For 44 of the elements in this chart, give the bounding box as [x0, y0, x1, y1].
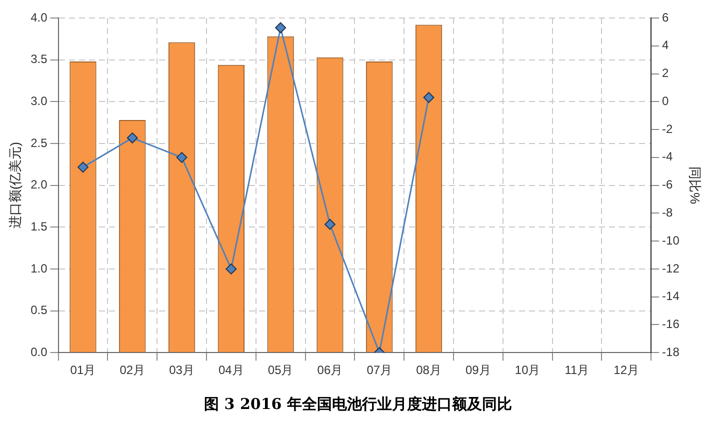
y-tick-label: 3.0	[30, 94, 48, 108]
y2-axis-title: 同比%	[688, 166, 703, 205]
y2-tick-label: -10	[662, 233, 680, 248]
point	[77, 162, 88, 173]
x-tick-label: 04月	[218, 363, 244, 378]
y2-tick-label: -2	[662, 122, 674, 136]
y2-tick-label: 4	[662, 38, 670, 52]
x-tick-label: 06月	[317, 363, 343, 378]
y-tick-label: 2.5	[30, 136, 48, 150]
y-tick-label: 1.5	[30, 219, 48, 234]
y-tick-label: 4.0	[30, 10, 48, 24]
text: 图 3 2016 年全国电池行业月度进口额及同比	[203, 395, 513, 414]
x-tick-label: 03月	[169, 363, 194, 378]
x-tick-label: 11月	[564, 363, 590, 378]
y2-tick-label: -12	[662, 261, 680, 276]
y2-tick-label: 2	[662, 66, 670, 80]
x-tick-label: 08月	[416, 363, 442, 378]
y2-tick-label: -6	[662, 178, 674, 192]
y-tick-label: 2.0	[30, 178, 48, 192]
y2-tick-label: -18	[662, 344, 680, 359]
point	[176, 152, 188, 163]
y-tick-label: 3.5	[30, 52, 48, 66]
y2-tick-label: 0	[662, 94, 670, 108]
x-tick-label: 12月	[614, 363, 640, 378]
y2-tick-label: -16	[662, 317, 680, 332]
x-tick-label: 05月	[268, 363, 294, 378]
y-axis-title: 进口额(亿美元)	[7, 142, 22, 229]
x-tick-label: 02月	[120, 363, 146, 378]
y2-tick-label: -14	[662, 289, 680, 304]
x-tick-label: 01月	[70, 363, 96, 378]
point	[226, 263, 237, 274]
y2-tick-label: -8	[662, 205, 674, 220]
y2-tick-label: 6	[662, 10, 670, 24]
x-tick-label: 10月	[514, 363, 540, 378]
x-tick-label: 07月	[366, 363, 392, 378]
point	[275, 22, 286, 34]
y-tick-label: 0.5	[30, 303, 48, 318]
y-tick-label: 0.0	[30, 344, 48, 359]
y2-tick-label: -4	[662, 150, 674, 164]
point	[324, 218, 336, 230]
y-tick-label: 1.0	[30, 261, 48, 276]
point	[423, 92, 434, 103]
point	[126, 132, 138, 144]
x-tick-label: 09月	[465, 363, 491, 378]
